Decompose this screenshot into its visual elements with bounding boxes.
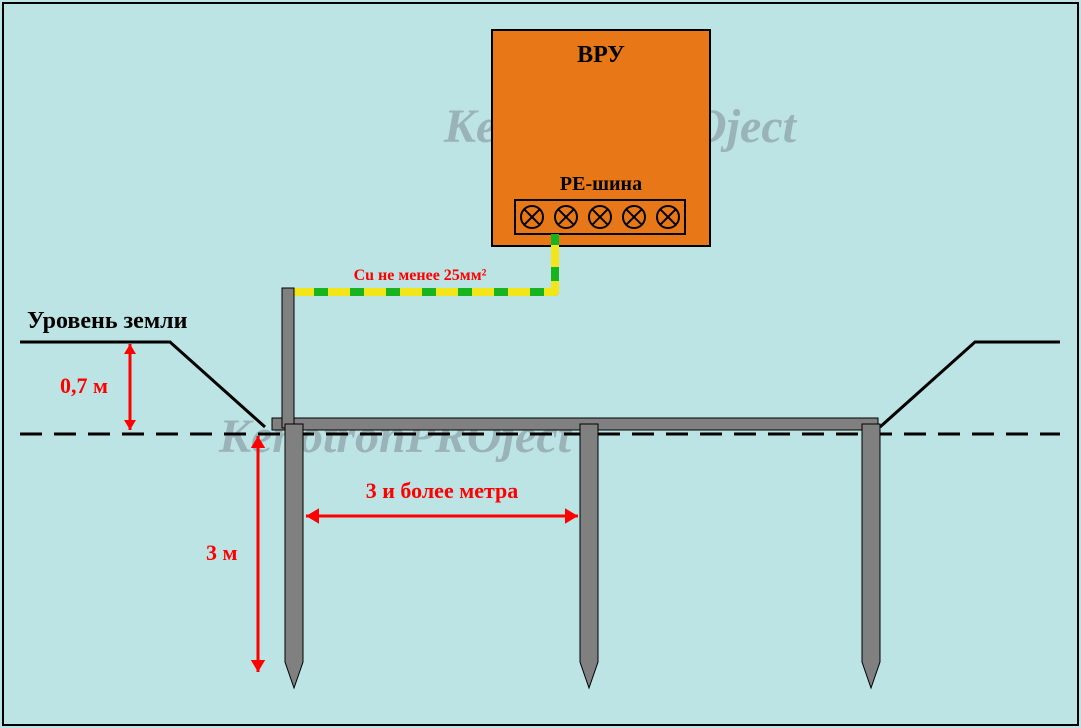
pe-bus-label: РЕ-шина [560,173,642,195]
dimension-label: 0,7 м [60,373,108,398]
ground-electrode [580,424,598,688]
horizontal-bus [272,418,878,430]
dimension-label: 3 и более метра [366,478,519,503]
dimension-label: 3 м [206,540,238,565]
ground-electrode [285,424,303,688]
wire-spec-label: Cu не менее 25мм² [354,267,487,284]
ground-level-label: Уровень земли [27,308,188,334]
diagram-stage: KenotronPROjectKenotronPROjectВРУРЕ-шина… [0,0,1081,728]
ground-electrode [862,424,880,688]
riser-bar [282,288,294,428]
vru-title: ВРУ [577,42,625,68]
